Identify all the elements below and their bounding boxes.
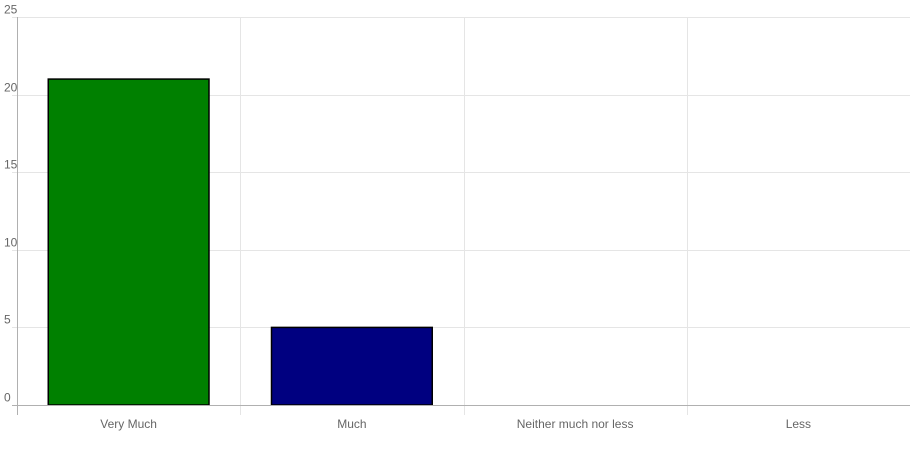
bar-layer (47, 78, 433, 406)
label-layer: 0 5 10 15 20 25 Very Much Much Neither much nor … (4, 3, 811, 432)
bar-much (270, 326, 433, 406)
x-tick-label: Neither much nor less (517, 417, 634, 431)
x-tick-label: Very Much (100, 417, 157, 431)
y-tick-label: 15 (4, 158, 18, 172)
y-tick-label: 0 (4, 391, 11, 405)
bar-very-much (47, 78, 210, 406)
x-tick-label: Much (337, 417, 366, 431)
y-tick-label: 10 (4, 236, 18, 250)
axis-layer (12, 17, 910, 415)
x-tick-label: Less (786, 417, 811, 431)
y-tick-label: 5 (4, 313, 11, 327)
y-tick-label: 25 (4, 3, 18, 17)
y-tick-label: 20 (4, 81, 18, 95)
